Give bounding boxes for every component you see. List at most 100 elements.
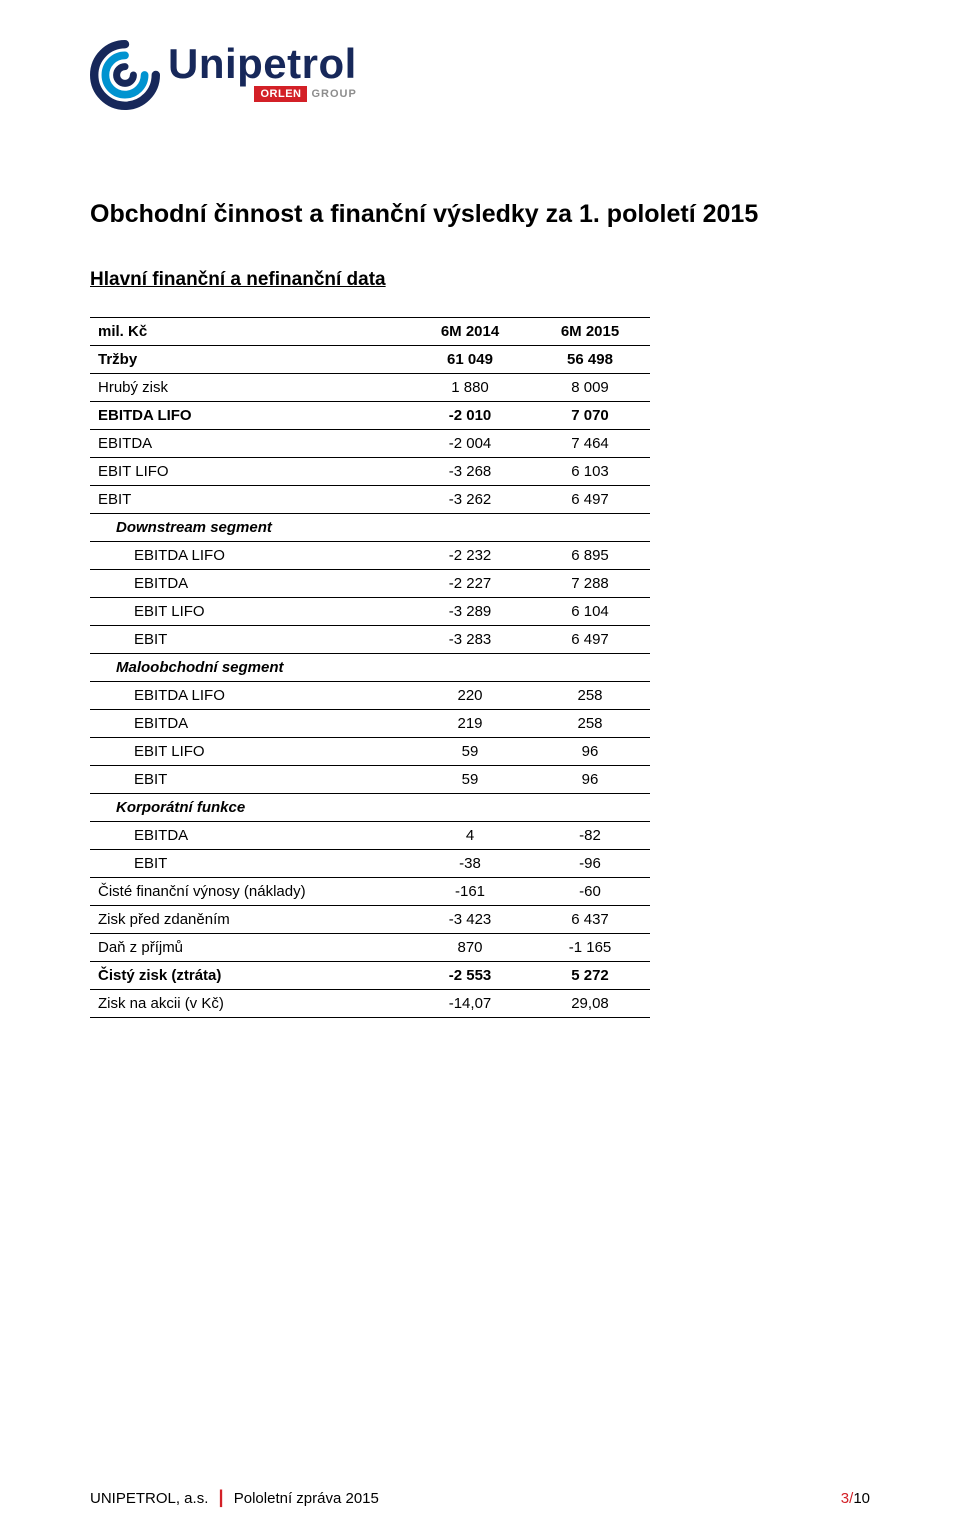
table-row: Hrubý zisk1 8808 009 xyxy=(90,374,650,402)
col-6m2014: 6M 2014 xyxy=(410,318,530,346)
row-label: Korporátní funkce xyxy=(90,794,410,822)
row-label: EBITDA LIFO xyxy=(90,682,410,710)
row-label: Daň z příjmů xyxy=(90,934,410,962)
row-value-2014: -2 553 xyxy=(410,962,530,990)
row-value-2014: -2 004 xyxy=(410,430,530,458)
table-row: EBITDA-2 0047 464 xyxy=(90,430,650,458)
col-label: mil. Kč xyxy=(90,318,410,346)
row-value-2014 xyxy=(410,654,530,682)
row-value-2015: -96 xyxy=(530,850,650,878)
table-row: Daň z příjmů870-1 165 xyxy=(90,934,650,962)
logo-block: Unipetrol ORLEN GROUP xyxy=(90,40,870,110)
row-value-2014: -2 232 xyxy=(410,542,530,570)
financial-table: mil. Kč 6M 2014 6M 2015 Tržby61 04956 49… xyxy=(90,317,650,1018)
company-logo-text: Unipetrol xyxy=(168,40,357,88)
row-value-2014 xyxy=(410,794,530,822)
row-label: Hrubý zisk xyxy=(90,374,410,402)
table-row: EBITDA219258 xyxy=(90,710,650,738)
row-value-2014: -2 227 xyxy=(410,570,530,598)
row-value-2015 xyxy=(530,794,650,822)
table-row: Čisté finanční výnosy (náklady)-161-60 xyxy=(90,878,650,906)
footer-separator-icon: | xyxy=(219,1487,224,1507)
row-value-2015: 6 104 xyxy=(530,598,650,626)
table-row: EBITDA LIFO220258 xyxy=(90,682,650,710)
row-value-2014: 219 xyxy=(410,710,530,738)
row-value-2015: -1 165 xyxy=(530,934,650,962)
row-value-2014: -2 010 xyxy=(410,402,530,430)
row-value-2014: 59 xyxy=(410,766,530,794)
row-value-2014: 59 xyxy=(410,738,530,766)
row-value-2015: 7 464 xyxy=(530,430,650,458)
row-value-2015: -60 xyxy=(530,878,650,906)
row-value-2015: 6 103 xyxy=(530,458,650,486)
page: Unipetrol ORLEN GROUP Obchodní činnost a… xyxy=(0,0,960,1536)
footer-page: 3 xyxy=(841,1490,849,1507)
row-value-2015: 56 498 xyxy=(530,346,650,374)
row-value-2014: -3 423 xyxy=(410,906,530,934)
table-row: Maloobchodní segment xyxy=(90,654,650,682)
orlen-badge: ORLEN xyxy=(254,86,307,102)
row-label: EBITDA LIFO xyxy=(90,402,410,430)
page-title: Obchodní činnost a finanční výsledky za … xyxy=(90,200,870,229)
row-value-2015: 6 895 xyxy=(530,542,650,570)
row-label: Zisk před zdaněním xyxy=(90,906,410,934)
row-label: EBIT xyxy=(90,766,410,794)
row-label: EBITDA xyxy=(90,710,410,738)
section-title: Hlavní finanční a nefinanční data xyxy=(90,269,870,291)
row-label: Čistý zisk (ztráta) xyxy=(90,962,410,990)
table-row: EBITDA-2 2277 288 xyxy=(90,570,650,598)
row-value-2014: -3 289 xyxy=(410,598,530,626)
row-value-2014: -38 xyxy=(410,850,530,878)
row-value-2015: 8 009 xyxy=(530,374,650,402)
row-value-2014 xyxy=(410,514,530,542)
table-row: EBIT LIFO-3 2896 104 xyxy=(90,598,650,626)
table-row: Korporátní funkce xyxy=(90,794,650,822)
footer-total: 10 xyxy=(853,1490,870,1507)
row-value-2014: -3 283 xyxy=(410,626,530,654)
table-row: Čistý zisk (ztráta)-2 5535 272 xyxy=(90,962,650,990)
row-label: Čisté finanční výnosy (náklady) xyxy=(90,878,410,906)
row-value-2015: 6 497 xyxy=(530,626,650,654)
row-label: EBIT LIFO xyxy=(90,458,410,486)
table-row: EBIT-38-96 xyxy=(90,850,650,878)
row-label: EBITDA xyxy=(90,430,410,458)
table-row: EBITDA LIFO-2 2326 895 xyxy=(90,542,650,570)
row-value-2014: -161 xyxy=(410,878,530,906)
col-6m2015: 6M 2015 xyxy=(530,318,650,346)
row-value-2014: 870 xyxy=(410,934,530,962)
table-row: EBIT LIFO5996 xyxy=(90,738,650,766)
row-value-2015: 258 xyxy=(530,710,650,738)
table-row: EBIT-3 2626 497 xyxy=(90,486,650,514)
table-row: EBITDA LIFO-2 0107 070 xyxy=(90,402,650,430)
unipetrol-swirl-icon xyxy=(90,40,160,110)
row-value-2015 xyxy=(530,654,650,682)
footer-doc: Pololetní zpráva 2015 xyxy=(234,1490,379,1507)
row-value-2014: 61 049 xyxy=(410,346,530,374)
row-value-2014: -3 268 xyxy=(410,458,530,486)
table-row: Zisk před zdaněním-3 4236 437 xyxy=(90,906,650,934)
table-row: EBIT-3 2836 497 xyxy=(90,626,650,654)
row-label: EBITDA xyxy=(90,822,410,850)
row-value-2015: 6 497 xyxy=(530,486,650,514)
row-label: Tržby xyxy=(90,346,410,374)
row-label: EBIT LIFO xyxy=(90,738,410,766)
row-label: Zisk na akcii (v Kč) xyxy=(90,990,410,1018)
logo-text-wrap: Unipetrol ORLEN GROUP xyxy=(168,40,357,102)
row-value-2014: 220 xyxy=(410,682,530,710)
row-value-2015: 6 437 xyxy=(530,906,650,934)
table-row: EBITDA4-82 xyxy=(90,822,650,850)
row-value-2015: 29,08 xyxy=(530,990,650,1018)
row-value-2015: 5 272 xyxy=(530,962,650,990)
row-label: EBIT xyxy=(90,850,410,878)
row-value-2014: -3 262 xyxy=(410,486,530,514)
row-value-2015: 96 xyxy=(530,766,650,794)
table-row: EBIT5996 xyxy=(90,766,650,794)
page-footer: UNIPETROL, a.s. | Pololetní zpráva 2015 … xyxy=(90,1487,870,1508)
table-row: Downstream segment xyxy=(90,514,650,542)
row-value-2015: 96 xyxy=(530,738,650,766)
row-value-2015: -82 xyxy=(530,822,650,850)
row-label: EBIT xyxy=(90,486,410,514)
footer-pagination: 3/10 xyxy=(841,1490,870,1507)
row-value-2014: 1 880 xyxy=(410,374,530,402)
group-text: GROUP xyxy=(311,88,356,100)
